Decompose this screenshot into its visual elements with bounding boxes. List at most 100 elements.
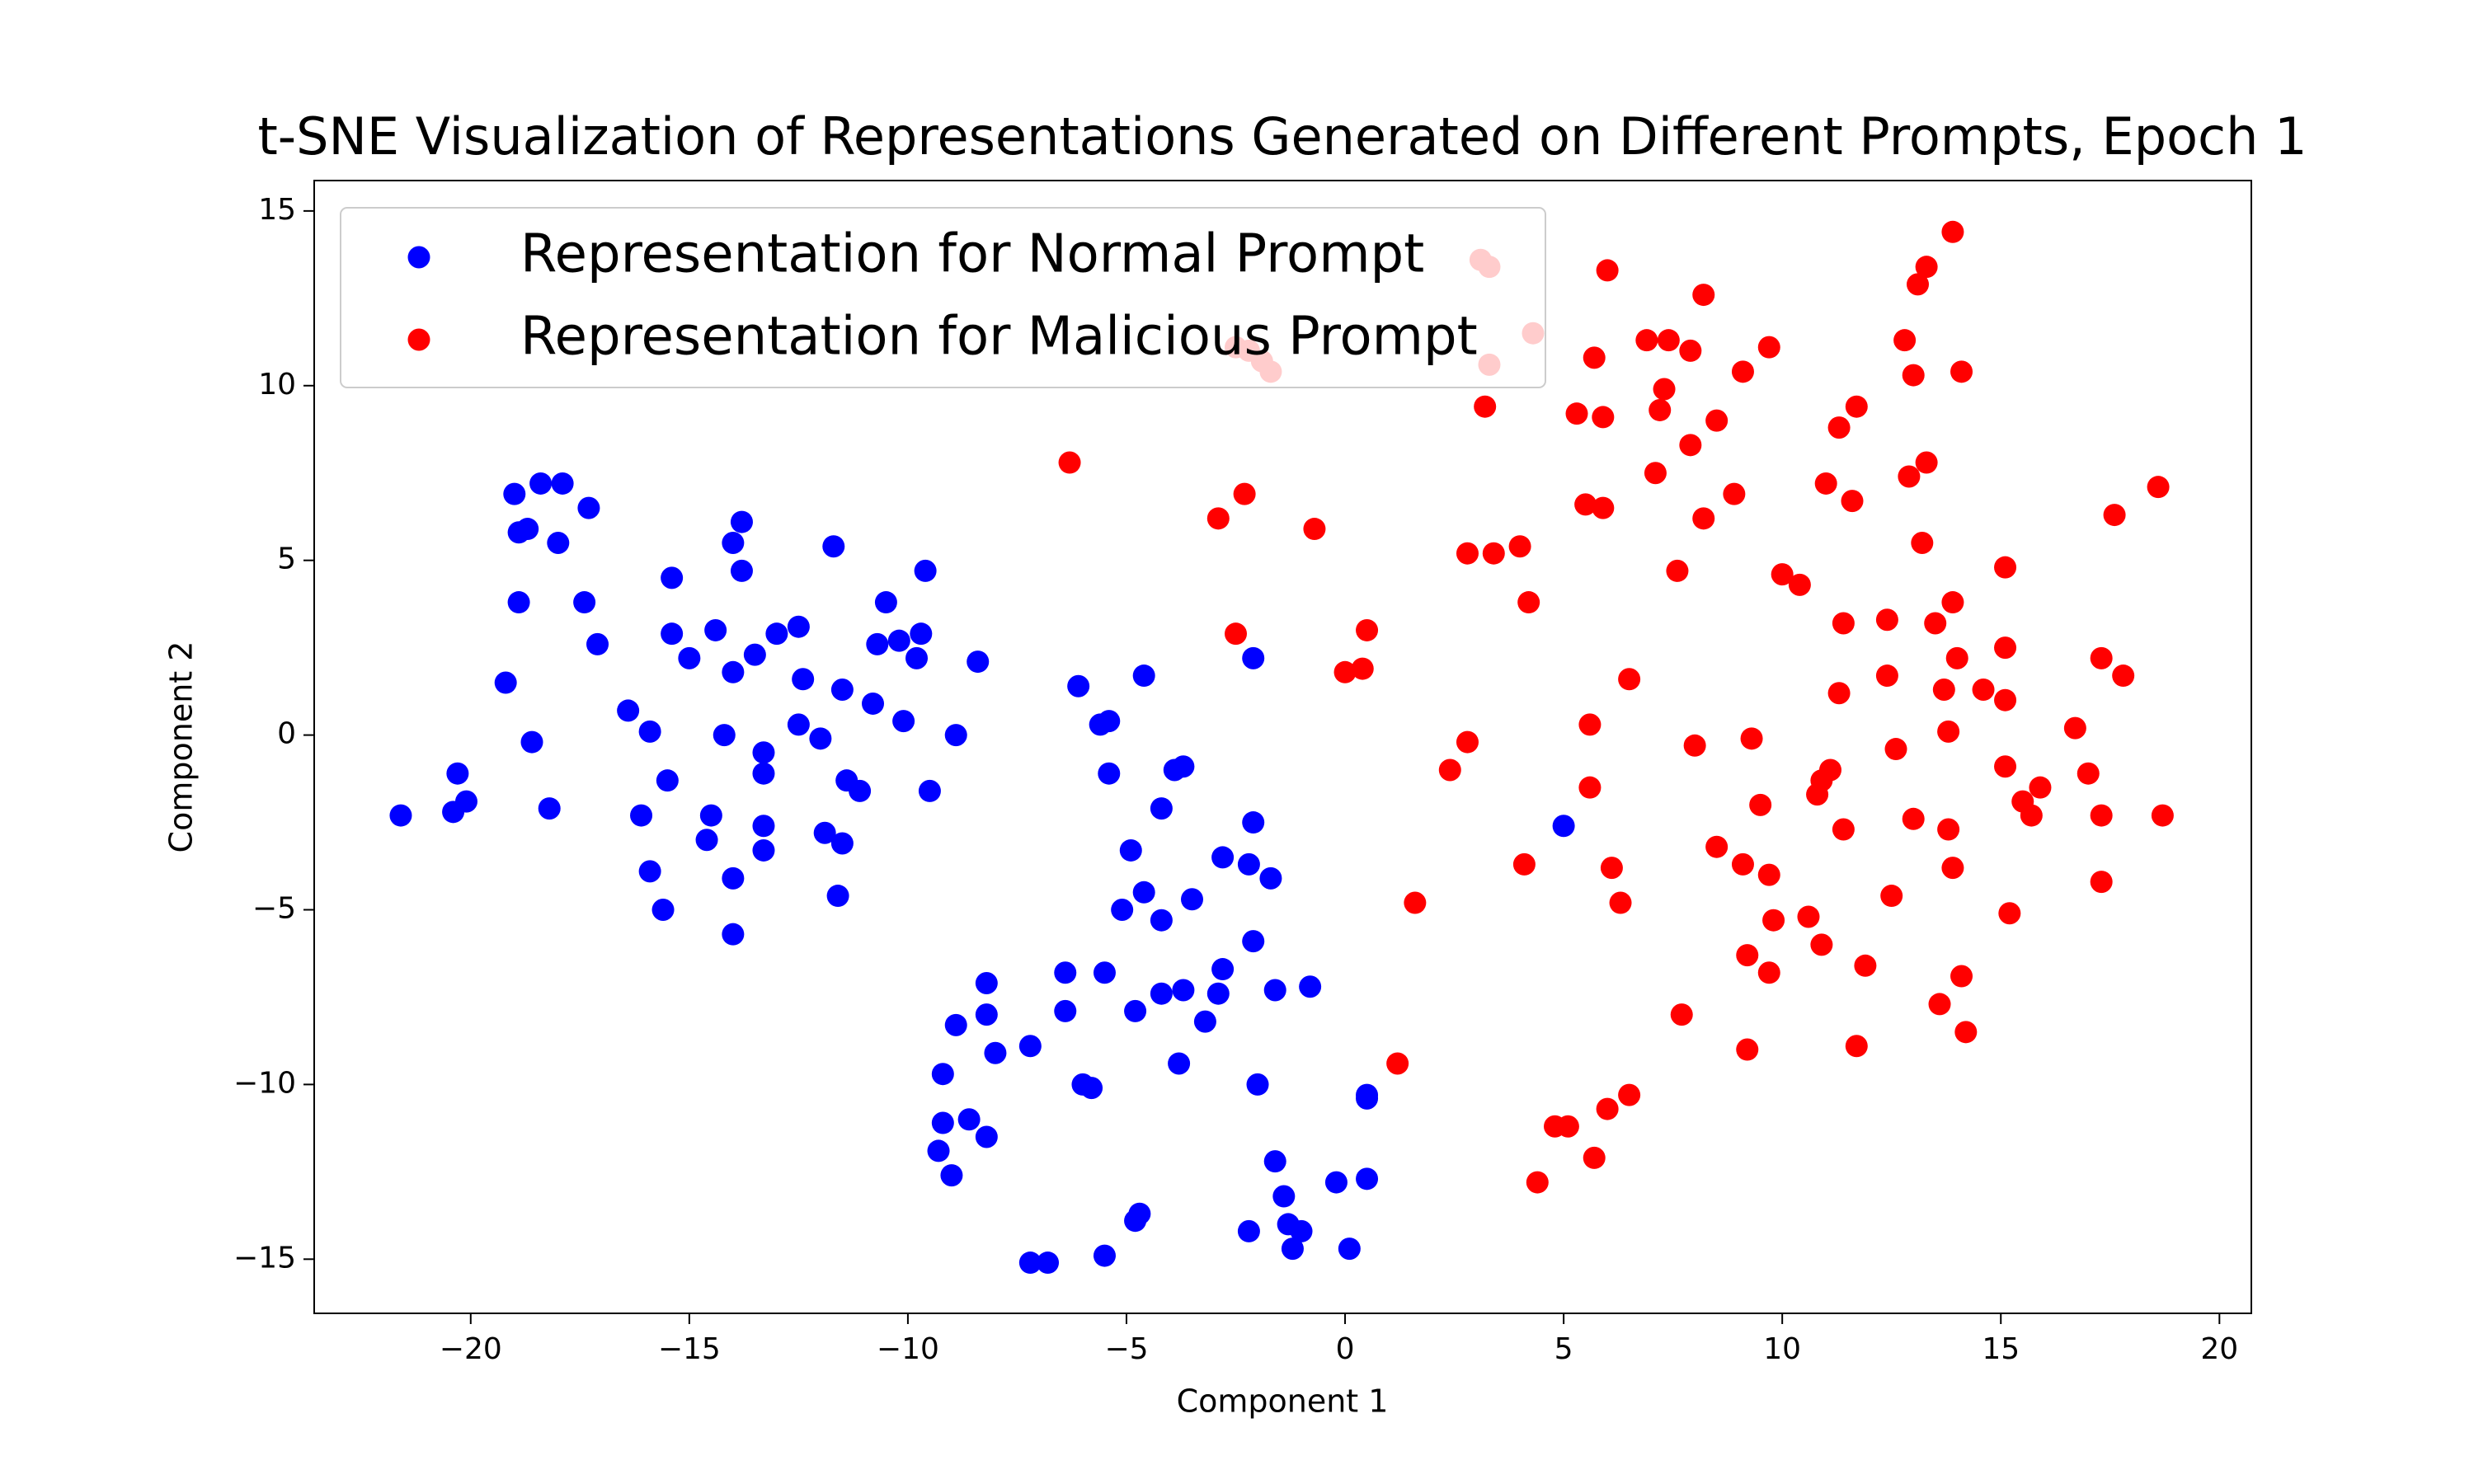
- scatter-point: [1172, 755, 1195, 778]
- scatter-point: [1058, 451, 1081, 474]
- scatter-point: [1263, 1150, 1286, 1173]
- scatter-point: [1731, 852, 1754, 876]
- scatter-point: [1635, 329, 1658, 352]
- plot-frame: [313, 180, 2252, 1314]
- scatter-point: [1941, 220, 1964, 243]
- scatter-point: [1386, 1052, 1409, 1075]
- scatter-point: [1324, 1171, 1348, 1194]
- scatter-point: [1132, 665, 1155, 688]
- scatter-point: [1832, 818, 1855, 841]
- scatter-point: [1242, 646, 1265, 669]
- scatter-point: [862, 692, 885, 715]
- scatter-point: [1080, 1077, 1103, 1100]
- scatter-point: [1237, 1219, 1260, 1242]
- scatter-point: [1954, 1021, 1978, 1044]
- scatter-point: [1736, 944, 1759, 967]
- scatter-point: [730, 510, 753, 533]
- scatter-point: [1757, 961, 1780, 984]
- scatter-point: [927, 1139, 950, 1162]
- scatter-point: [1740, 727, 1763, 750]
- scatter-point: [1994, 556, 2017, 579]
- scatter-point: [1211, 958, 1235, 981]
- scatter-point: [1333, 660, 1357, 683]
- scatter-point: [905, 646, 929, 669]
- scatter-point: [722, 923, 745, 946]
- scatter-point: [813, 821, 836, 844]
- scatter-point: [1609, 891, 1632, 914]
- y-tick-label: 15: [258, 193, 296, 227]
- scatter-point: [1211, 846, 1235, 869]
- scatter-point: [538, 797, 561, 820]
- scatter-point: [661, 622, 684, 646]
- scatter-point: [765, 622, 788, 646]
- scatter-point: [1150, 909, 1173, 932]
- scatter-point: [520, 730, 543, 754]
- scatter-point: [1915, 256, 1938, 279]
- scatter-point: [638, 860, 661, 883]
- scatter-point: [1998, 902, 2021, 925]
- scatter-point: [1018, 1035, 1042, 1058]
- scatter-point: [1902, 364, 1925, 387]
- scatter-point: [1404, 891, 1427, 914]
- scatter-point: [1150, 797, 1173, 820]
- scatter-point: [1281, 1237, 1304, 1261]
- scatter-point: [1893, 329, 1917, 352]
- scatter-point: [1945, 646, 1968, 669]
- scatter-point: [1246, 1073, 1269, 1096]
- scatter-point: [887, 629, 910, 652]
- scatter-point: [1180, 888, 1203, 911]
- scatter-point: [975, 1003, 998, 1026]
- scatter-point: [678, 646, 701, 669]
- scatter-point: [1600, 857, 1623, 880]
- scatter-point: [1692, 507, 1715, 530]
- scatter-point: [722, 660, 745, 683]
- scatter-point: [1132, 881, 1155, 904]
- scatter-point: [713, 724, 736, 747]
- scatter-point: [1338, 1237, 1361, 1261]
- scatter-point: [1193, 1010, 1216, 1033]
- scatter-point: [1941, 591, 1964, 614]
- scatter-point: [1932, 678, 1955, 701]
- scatter-point: [1237, 852, 1260, 876]
- scatter-point: [1578, 776, 1602, 799]
- scatter-point: [1762, 909, 1785, 932]
- scatter-point: [1583, 1146, 1606, 1169]
- scatter-point: [1526, 1171, 1549, 1194]
- scatter-point: [1037, 1252, 1060, 1275]
- scatter-point: [503, 482, 526, 505]
- x-tick-label: 10: [1763, 1332, 1801, 1366]
- scatter-point: [1972, 678, 1995, 701]
- scatter-point: [494, 671, 517, 694]
- scatter-point: [931, 1111, 954, 1134]
- scatter-point: [1827, 682, 1851, 705]
- scatter-point: [1018, 1252, 1042, 1275]
- scatter-point: [1845, 395, 1868, 418]
- scatter-point: [573, 591, 596, 614]
- y-tick-label: 0: [277, 717, 296, 751]
- scatter-point: [1994, 688, 2017, 711]
- scatter-point: [1592, 406, 1615, 429]
- scatter-point: [1618, 668, 1641, 691]
- scatter-point: [551, 472, 574, 495]
- scatter-point: [1723, 482, 1746, 505]
- scatter-point: [1272, 1185, 1296, 1208]
- scatter-point: [2147, 476, 2170, 499]
- scatter-point: [1578, 713, 1602, 736]
- scatter-point: [1937, 818, 1960, 841]
- scatter-point: [1666, 559, 1689, 582]
- x-axis-label: Component 1: [1177, 1383, 1389, 1420]
- y-tick-label: 10: [258, 368, 296, 402]
- x-tick-label: −10: [877, 1332, 939, 1366]
- scatter-point: [507, 591, 530, 614]
- scatter-point: [1351, 657, 1374, 680]
- scatter-point: [1517, 591, 1540, 614]
- scatter-point: [1924, 612, 1947, 635]
- scatter-point: [1508, 535, 1531, 558]
- scatter-point: [1290, 1219, 1313, 1242]
- scatter-point: [1054, 961, 1077, 984]
- scatter-point: [446, 762, 469, 785]
- y-tick-label: −5: [252, 891, 296, 925]
- scatter-point: [1512, 852, 1536, 876]
- scatter-point: [967, 650, 990, 674]
- scatter-point: [1618, 1083, 1641, 1106]
